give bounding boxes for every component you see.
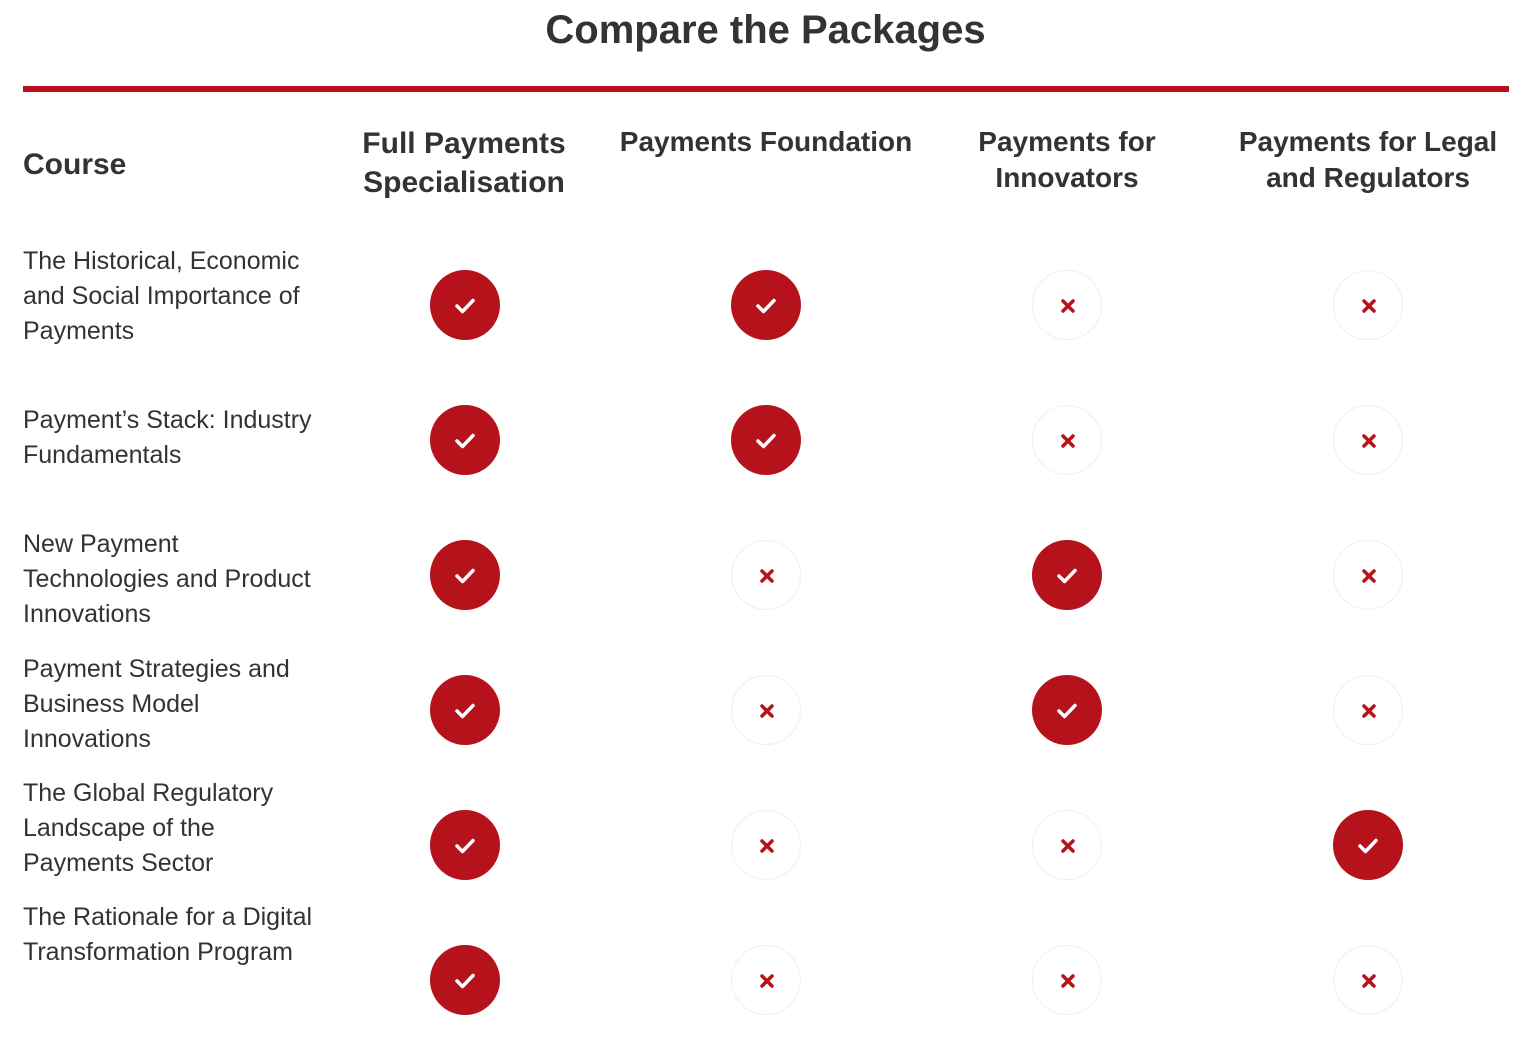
cross-icon <box>760 839 774 853</box>
cross-icon <box>760 569 774 583</box>
package-header-foundation: Payments Foundation <box>619 126 913 157</box>
excluded-indicator <box>1333 675 1403 745</box>
check-icon <box>756 433 776 449</box>
excluded-indicator <box>731 945 801 1015</box>
course-name: Payment’s Stack: Industry Fundamentals <box>23 406 312 469</box>
included-indicator <box>430 540 500 610</box>
course-name: The Global Regulatory Landscape of the P… <box>23 779 274 877</box>
check-icon <box>1057 568 1077 584</box>
check-icon <box>455 973 475 989</box>
cross-icon <box>1061 299 1075 313</box>
included-indicator <box>1032 540 1102 610</box>
cross-icon <box>1362 704 1376 718</box>
excluded-indicator <box>731 540 801 610</box>
course-name: The Rationale for a Digital Transformati… <box>23 903 313 966</box>
excluded-indicator <box>1333 270 1403 340</box>
excluded-indicator <box>1032 270 1102 340</box>
check-icon <box>756 298 776 314</box>
package-header-full-payments: Full Payments Specialisation <box>362 127 566 199</box>
excluded-indicator <box>1333 405 1403 475</box>
included-indicator <box>430 270 500 340</box>
package-header-legal-regulators: Payments for Legal and Regulators <box>1238 126 1498 193</box>
excluded-indicator <box>731 810 801 880</box>
header-divider <box>23 86 1509 92</box>
included-indicator <box>1032 675 1102 745</box>
included-indicator <box>430 810 500 880</box>
excluded-indicator <box>1333 945 1403 1015</box>
check-icon <box>455 298 475 314</box>
check-icon <box>455 433 475 449</box>
excluded-indicator <box>1032 945 1102 1015</box>
check-icon <box>455 703 475 719</box>
cross-icon <box>1362 569 1376 583</box>
page-title: Compare the Packages <box>545 8 986 52</box>
excluded-indicator <box>1032 405 1102 475</box>
cross-icon <box>760 974 774 988</box>
included-indicator <box>1333 810 1403 880</box>
included-indicator <box>430 675 500 745</box>
excluded-indicator <box>731 675 801 745</box>
included-indicator <box>731 405 801 475</box>
included-indicator <box>430 945 500 1015</box>
course-name: Payment Strategies and Business Model In… <box>23 655 290 753</box>
check-icon <box>1057 703 1077 719</box>
course-name: New Payment Technologies and Product Inn… <box>23 530 311 628</box>
cross-icon <box>760 704 774 718</box>
course-name: The Historical, Economic and Social Impo… <box>23 247 300 345</box>
package-header-innovators: Payments for Innovators <box>978 126 1156 193</box>
cross-icon <box>1362 434 1376 448</box>
cross-icon <box>1362 974 1376 988</box>
check-icon <box>1358 838 1378 854</box>
excluded-indicator <box>1333 540 1403 610</box>
cross-icon <box>1061 434 1075 448</box>
course-column-header: Course <box>23 148 127 181</box>
included-indicator <box>430 405 500 475</box>
cross-icon <box>1362 299 1376 313</box>
cross-icon <box>1061 974 1075 988</box>
check-icon <box>455 838 475 854</box>
cross-icon <box>1061 839 1075 853</box>
included-indicator <box>731 270 801 340</box>
excluded-indicator <box>1032 810 1102 880</box>
check-icon <box>455 568 475 584</box>
